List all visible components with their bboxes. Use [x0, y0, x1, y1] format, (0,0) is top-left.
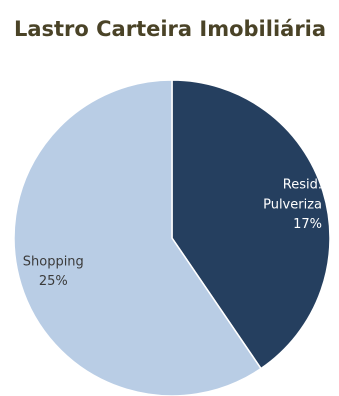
slice-label: Resid. Pulveriza	[263, 177, 322, 212]
slice-value-label: 17%	[293, 217, 322, 232]
slice-label: Shopping	[23, 254, 84, 269]
pie-slice	[171, 79, 331, 370]
slice-value-label: 25%	[39, 274, 68, 289]
chart-title: Lastro Carteira Imobiliária	[14, 17, 326, 41]
